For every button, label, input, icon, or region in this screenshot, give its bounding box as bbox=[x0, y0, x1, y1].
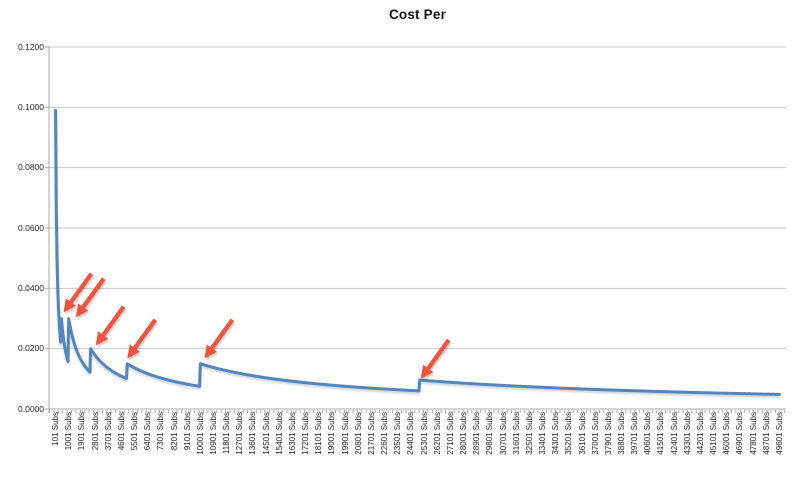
cost-per-line bbox=[54, 108, 781, 396]
red-arrow-icon bbox=[420, 338, 451, 379]
y-axis-tick-label: 0.0400 bbox=[18, 282, 44, 293]
y-axis-tick-label: 0.1200 bbox=[18, 41, 44, 52]
y-axis-tick-label: 0.0800 bbox=[18, 162, 44, 173]
y-axis-tick-label: 0.0600 bbox=[18, 222, 44, 233]
red-arrow-icon bbox=[63, 272, 94, 313]
red-arrow-icon bbox=[204, 318, 235, 359]
y-axis-tick-label: 0.0000 bbox=[18, 403, 44, 414]
red-arrow-icon bbox=[75, 277, 106, 318]
red-arrow-icon bbox=[95, 305, 126, 346]
y-axis-tick-label: 0.1000 bbox=[18, 101, 44, 112]
y-axis-tick-label: 0.0200 bbox=[18, 343, 44, 354]
jump-annotations bbox=[63, 272, 451, 379]
chart-title: Cost Per bbox=[388, 7, 447, 22]
red-arrow-icon bbox=[127, 318, 157, 359]
